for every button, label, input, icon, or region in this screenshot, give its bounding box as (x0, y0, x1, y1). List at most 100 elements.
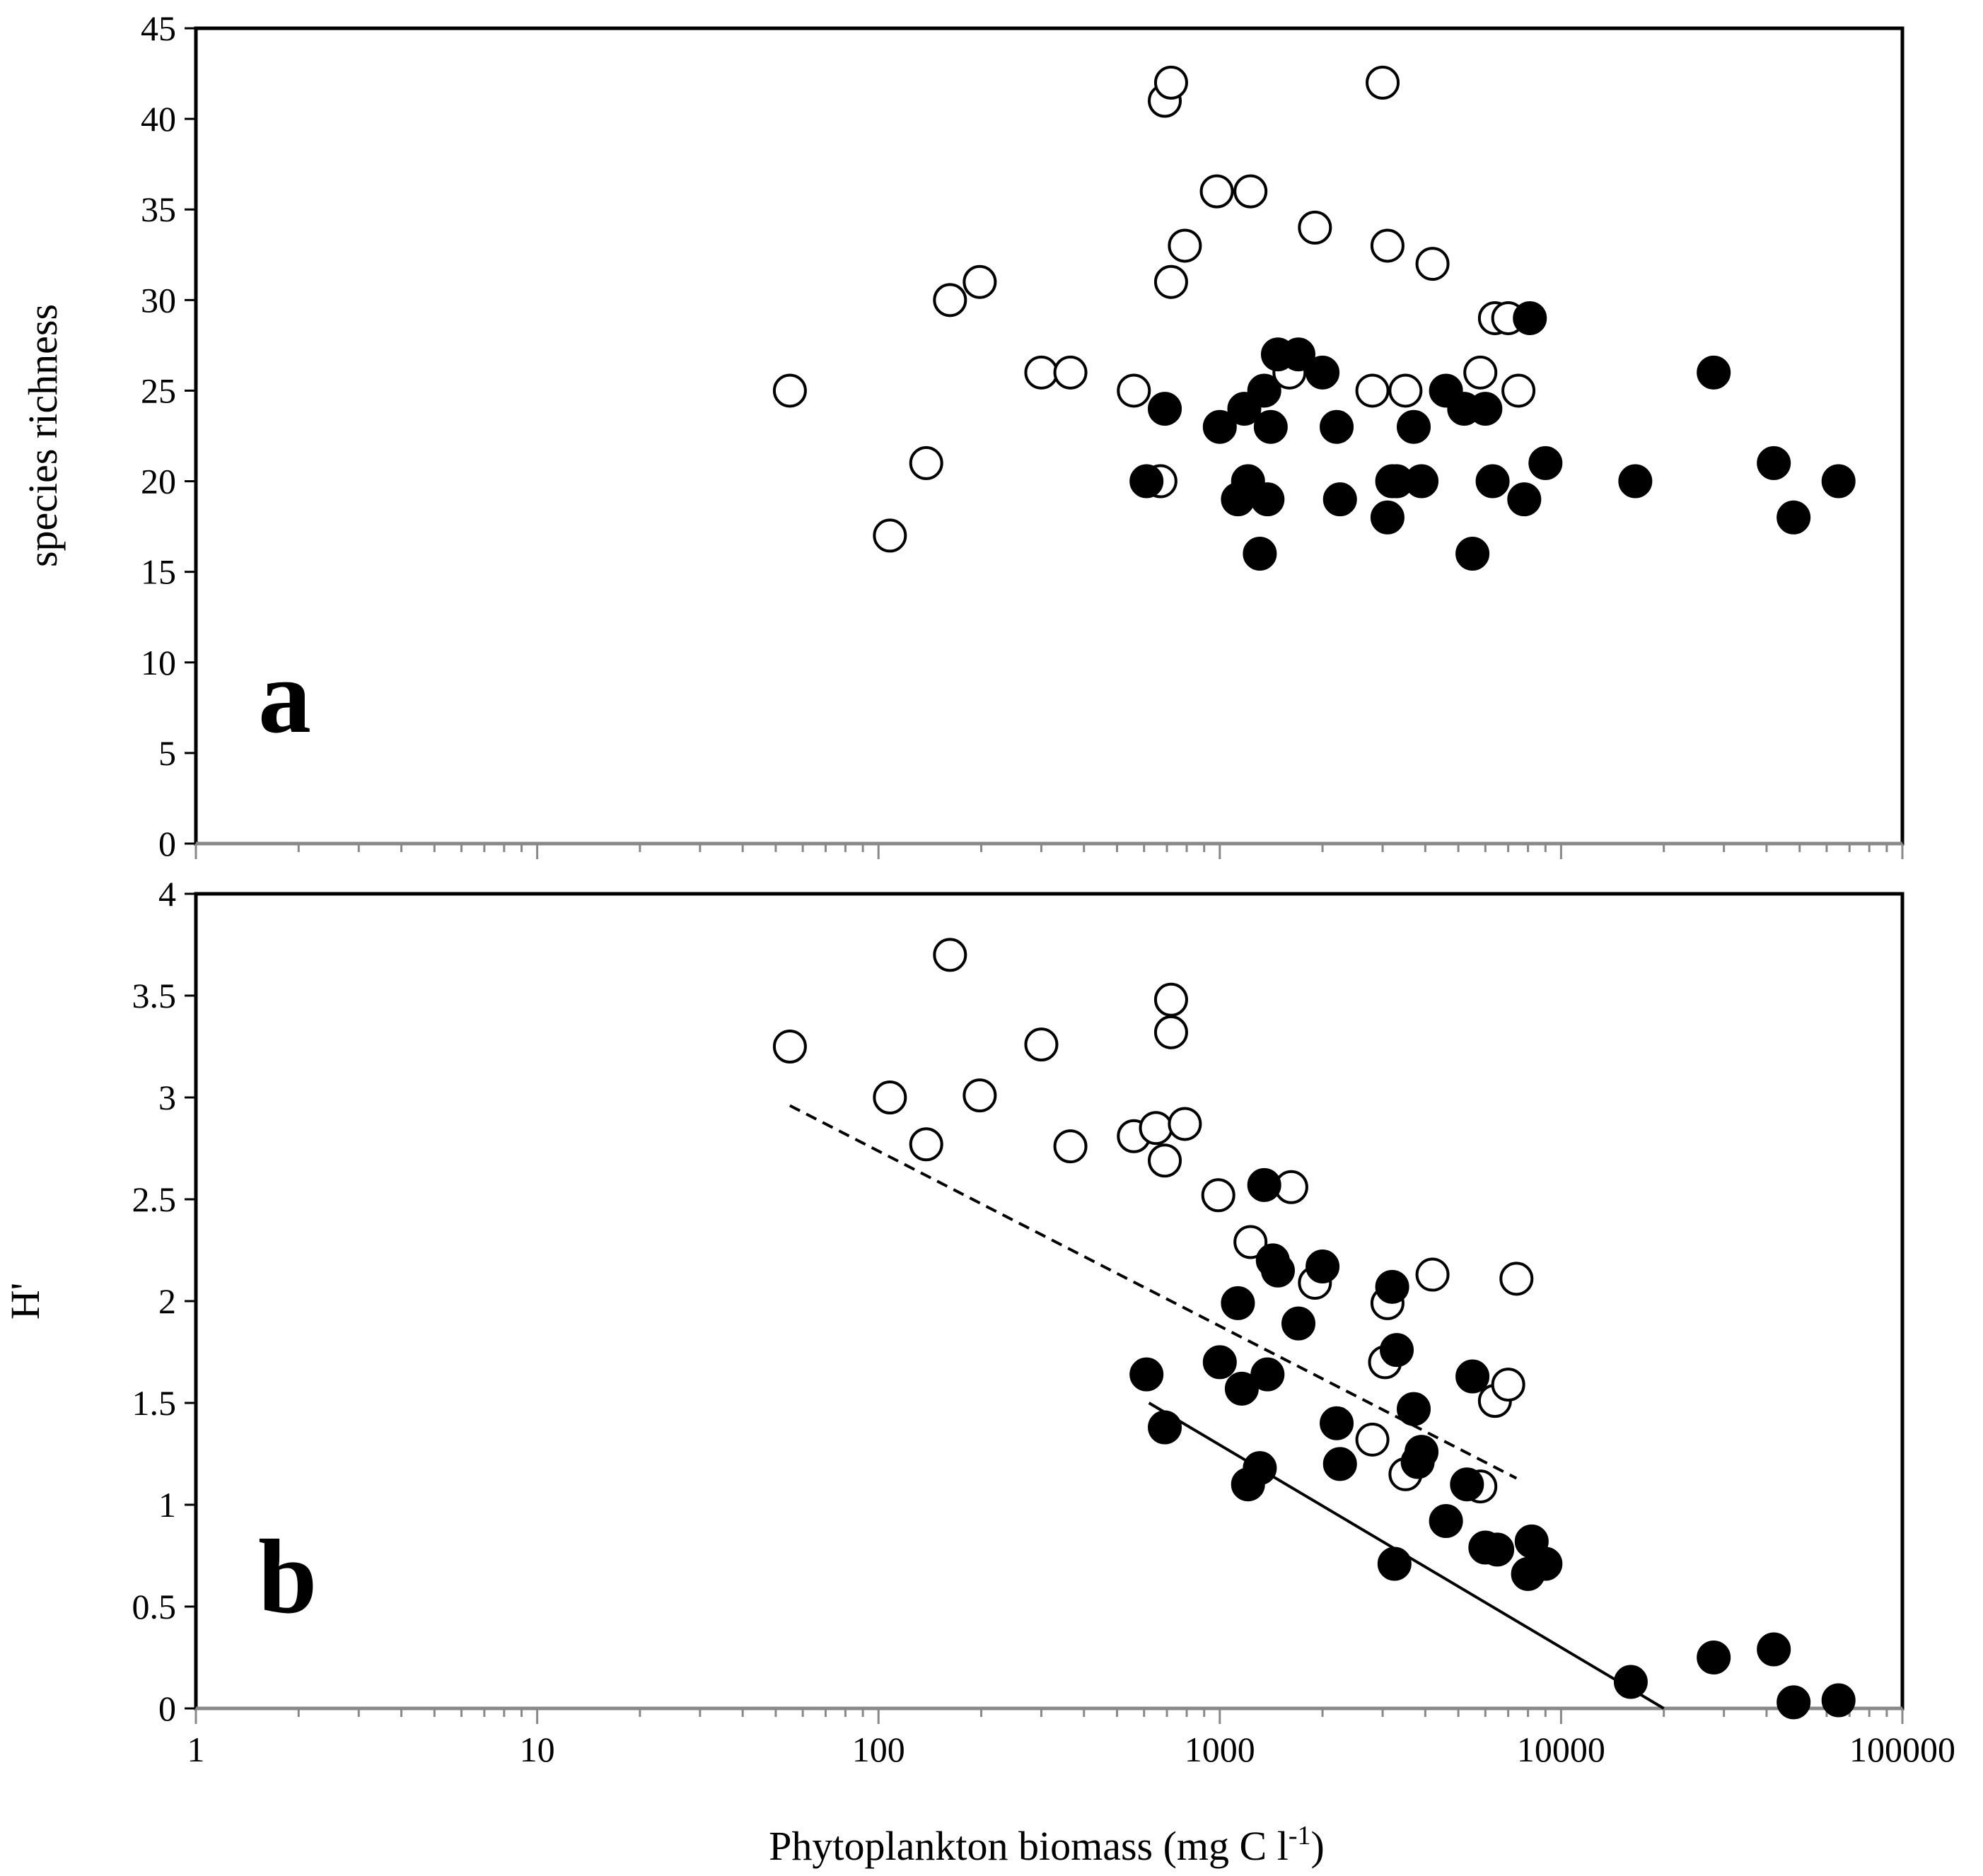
open-point (1201, 1178, 1235, 1213)
filled-point (1320, 409, 1354, 444)
filled-point (1380, 1333, 1414, 1368)
y-tick-label: 2 (158, 1281, 176, 1321)
panel-a-points (772, 65, 1856, 571)
filled-point (1305, 1249, 1340, 1284)
filled-point (1281, 337, 1316, 372)
x-tick-label: 1000 (1185, 1730, 1255, 1769)
open-point (909, 445, 943, 480)
filled-point (1821, 464, 1856, 499)
filled-point (1129, 464, 1164, 499)
open-point (1053, 355, 1088, 390)
y-tick-label: 40 (141, 99, 176, 139)
filled-point (1480, 1532, 1515, 1567)
panel-a-frame (194, 26, 1905, 846)
panel-a: 0 5 10 15 20 25 30 35 40 45 a species richness (20, 8, 1905, 863)
filled-point (1507, 482, 1542, 517)
filled-point (1224, 1371, 1259, 1406)
y-tick-label: 45 (141, 8, 176, 48)
panel-a-y-axis-title: species richness (20, 304, 66, 567)
filled-point (1429, 1504, 1463, 1539)
filled-point (1260, 1253, 1295, 1288)
filled-point (1202, 409, 1237, 444)
open-point (1139, 1111, 1173, 1146)
open-point (1153, 264, 1188, 299)
filled-point (1776, 500, 1811, 535)
filled-point (1281, 1306, 1316, 1341)
open-point (1053, 1129, 1088, 1164)
open-point (1415, 247, 1450, 281)
y-tick-label: 3.5 (132, 976, 177, 1015)
open-point (1153, 65, 1188, 100)
filled-point (1370, 500, 1405, 535)
filled-point (1618, 464, 1653, 499)
x-tick-label: 10000 (1517, 1730, 1605, 1769)
open-point (1153, 1015, 1188, 1049)
y-tick-label: 4 (158, 874, 176, 914)
open-point (933, 938, 967, 972)
y-tick-label: 20 (141, 462, 176, 501)
y-tick-label: 15 (141, 552, 176, 592)
open-point (963, 1078, 997, 1113)
filled-point (1221, 1286, 1255, 1320)
dashed-fit-open (789, 1104, 1518, 1480)
filled-point (1148, 1410, 1182, 1445)
filled-point (1475, 464, 1510, 499)
open-point (1388, 373, 1423, 408)
filled-point (1148, 392, 1182, 426)
open-point (1355, 373, 1390, 408)
x-axis-title-main: Phytoplankton biomass (mg C l (769, 1823, 1289, 1869)
filled-point (1455, 1359, 1490, 1394)
y-tick-label: 10 (141, 643, 176, 682)
filled-point (1250, 482, 1285, 517)
open-point (963, 264, 997, 299)
x-axis-title-end: ) (1311, 1823, 1325, 1869)
open-point (1233, 1225, 1268, 1259)
open-point (1463, 355, 1498, 390)
filled-point (1397, 1392, 1431, 1426)
y-tick-label: 3 (158, 1078, 176, 1117)
panel-a-axes: 0 5 10 15 20 25 30 35 40 45 (141, 8, 1904, 863)
open-point (1370, 228, 1405, 263)
y-tick-label: 2.5 (132, 1179, 177, 1219)
y-tick-label: 25 (141, 371, 176, 410)
open-point (1499, 1262, 1534, 1296)
open-point (1117, 373, 1151, 408)
y-tick-label: 1 (158, 1485, 176, 1525)
open-point (772, 1030, 807, 1064)
filled-point (1613, 1665, 1648, 1699)
filled-point (1247, 373, 1281, 408)
filled-point (1455, 537, 1490, 571)
open-point (1415, 1257, 1450, 1292)
open-point (873, 518, 907, 553)
filled-point (1322, 482, 1357, 517)
open-point (1355, 1422, 1390, 1457)
filled-point (1322, 1447, 1357, 1481)
panel-a-letter: a (258, 638, 311, 755)
filled-point (1247, 1167, 1281, 1202)
open-point (1233, 174, 1268, 209)
filled-point (1250, 1357, 1285, 1392)
filled-point (1697, 1641, 1731, 1674)
open-point (1491, 1368, 1525, 1402)
panel-b-letter: b (258, 1518, 317, 1636)
open-point (1366, 65, 1400, 100)
filled-point (1776, 1685, 1811, 1720)
filled-point (1243, 1451, 1277, 1486)
open-point (933, 283, 967, 317)
x-tick-label: 10 (520, 1730, 555, 1769)
filled-point (1757, 445, 1791, 480)
filled-point (1243, 537, 1277, 571)
open-point (873, 1080, 907, 1114)
filled-point (1697, 355, 1731, 390)
y-tick-label: 1.5 (132, 1383, 177, 1423)
panel-b-y-axis-title: H' (2, 1283, 48, 1319)
filled-point (1129, 1357, 1164, 1392)
y-tick-label: 0 (158, 824, 176, 863)
x-axis-title-sup: -1 (1289, 1821, 1311, 1851)
filled-point (1450, 1467, 1484, 1502)
filled-point (1202, 1345, 1237, 1380)
open-point (1153, 982, 1188, 1017)
filled-point (1375, 1269, 1409, 1304)
filled-point (1377, 1546, 1412, 1581)
